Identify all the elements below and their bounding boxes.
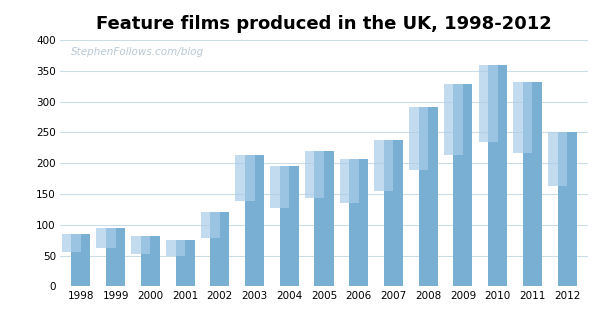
Bar	[523, 82, 542, 286]
Text: StephenFollows.com/blog: StephenFollows.com/blog	[71, 47, 204, 57]
Bar	[62, 234, 81, 252]
Title: Feature films produced in the UK, 1998-2012: Feature films produced in the UK, 1998-2…	[96, 15, 552, 33]
Bar	[200, 212, 220, 238]
Bar	[548, 132, 567, 186]
Bar	[141, 236, 160, 286]
Bar	[305, 151, 324, 198]
Bar	[280, 166, 299, 286]
Bar	[245, 155, 264, 286]
Bar	[557, 132, 577, 286]
Bar	[235, 155, 254, 201]
Bar	[488, 65, 507, 286]
Bar	[97, 228, 116, 248]
Bar	[176, 239, 194, 286]
Bar	[444, 84, 463, 155]
Bar	[384, 141, 403, 286]
Bar	[349, 159, 368, 286]
Bar	[131, 236, 151, 253]
Bar	[71, 234, 91, 286]
Bar	[514, 82, 532, 154]
Bar	[340, 159, 359, 203]
Bar	[270, 166, 289, 208]
Bar	[166, 239, 185, 256]
Bar	[409, 107, 428, 170]
Bar	[210, 212, 229, 286]
Bar	[419, 107, 438, 286]
Bar	[314, 151, 334, 286]
Bar	[374, 141, 394, 191]
Bar	[106, 228, 125, 286]
Bar	[454, 84, 473, 286]
Bar	[479, 65, 497, 142]
